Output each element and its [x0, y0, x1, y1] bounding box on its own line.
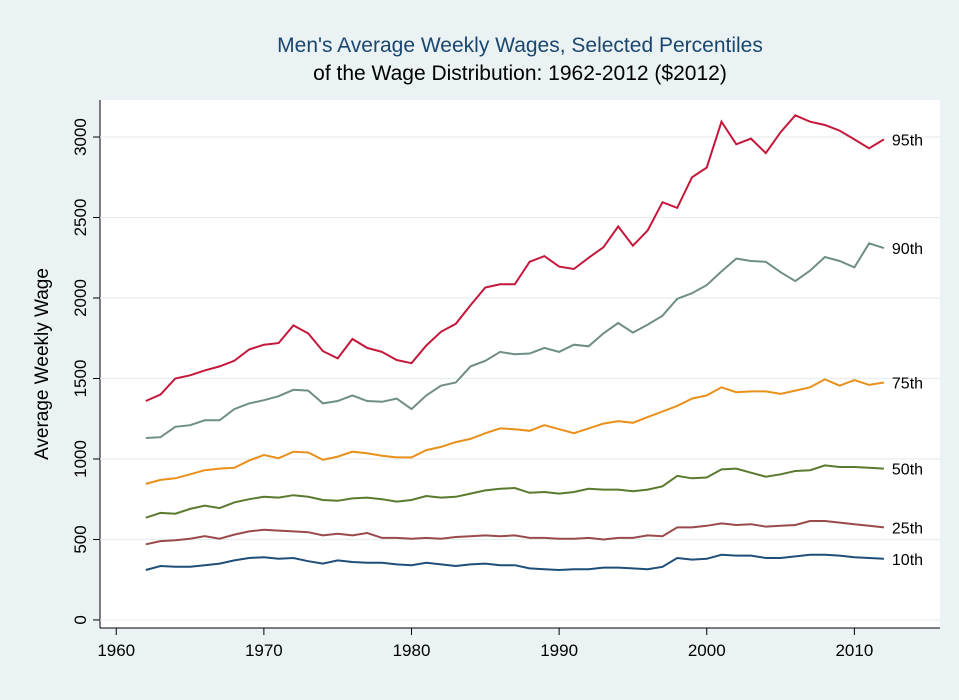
- chart-subtitle: of the Wage Distribution: 1962-2012 ($20…: [313, 62, 727, 85]
- x-tick-label: 1990: [540, 641, 578, 660]
- series-label: 50th: [892, 462, 923, 479]
- series-line: [145, 464, 884, 519]
- chart-title: Men's Average Weekly Wages, Selected Per…: [277, 34, 763, 57]
- x-tick-label: 1980: [393, 641, 431, 660]
- y-tick-label: 1000: [71, 440, 90, 478]
- y-tick-label: 2000: [71, 279, 90, 317]
- series-line: [145, 114, 885, 402]
- series-line: [145, 520, 885, 546]
- y-tick-label: 2500: [71, 199, 90, 237]
- y-tick-label: 3000: [71, 118, 90, 156]
- x-tick-label: 1970: [245, 641, 283, 660]
- series-label: 25th: [892, 520, 923, 537]
- series-label: 90th: [892, 241, 923, 258]
- series-label: 95th: [892, 132, 923, 149]
- x-tick-label: 1960: [97, 641, 135, 660]
- y-tick-label: 0: [71, 615, 90, 624]
- series-label: 75th: [892, 376, 923, 393]
- series-label: 10th: [892, 552, 923, 569]
- series-line: [145, 242, 885, 439]
- y-axis-title: Average Weekly Wage: [32, 268, 53, 460]
- y-tick-label: 500: [71, 525, 90, 553]
- series-line: [145, 553, 884, 572]
- x-tick-label: 2000: [688, 641, 726, 660]
- y-tick-label: 1500: [71, 360, 90, 398]
- series-line: [145, 378, 885, 485]
- x-tick-label: 2010: [835, 641, 873, 660]
